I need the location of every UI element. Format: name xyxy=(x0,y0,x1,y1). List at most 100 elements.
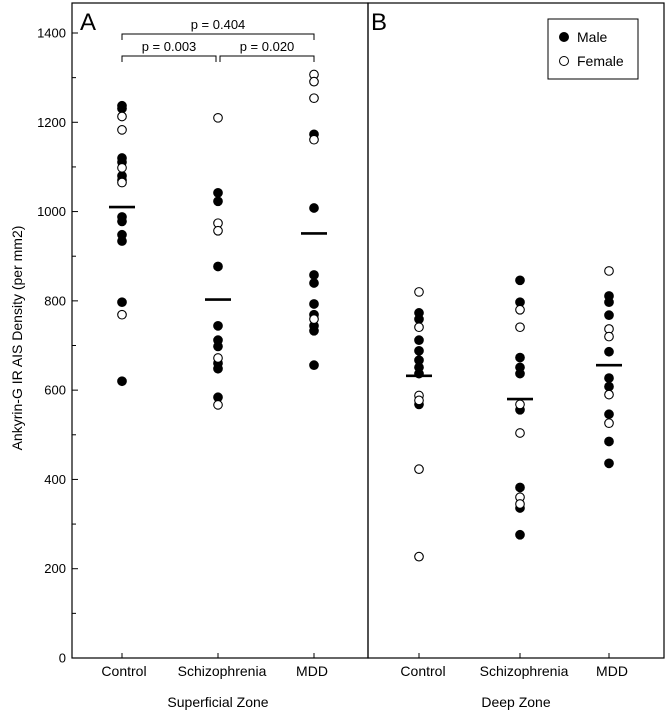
female-data-point xyxy=(414,395,424,406)
female-data-point xyxy=(515,499,525,509)
p-value-label: p = 0.020 xyxy=(240,39,295,54)
female-data-point xyxy=(414,464,424,475)
y-tick-label: 400 xyxy=(44,472,66,487)
male-data-point xyxy=(515,529,525,540)
panel-b-category-mdd: MDD xyxy=(596,663,628,679)
significance-bracket xyxy=(121,55,217,62)
y-tick-label: 0 xyxy=(59,651,66,666)
male-data-point xyxy=(414,368,424,379)
legend-box xyxy=(547,18,639,80)
y-tick-label: 600 xyxy=(44,383,66,398)
female-data-point xyxy=(515,304,525,315)
female-data-point xyxy=(309,76,319,87)
male-data-point xyxy=(604,458,614,469)
panel-a-frame xyxy=(71,2,369,659)
male-data-point xyxy=(117,376,127,387)
panel-b-letter: B xyxy=(371,9,387,36)
male-data-point xyxy=(213,187,223,198)
female-data-point xyxy=(414,287,424,297)
panel-a-marks: p = 0.003 p = 0.020 p = 0.404 xyxy=(109,17,327,658)
female-data-point xyxy=(117,111,127,122)
female-data-point xyxy=(515,428,525,438)
male-data-point xyxy=(515,368,525,379)
female-data-point xyxy=(309,134,319,145)
male-data-point xyxy=(309,360,319,370)
male-data-point xyxy=(414,314,424,325)
y-tick-label: 1200 xyxy=(37,115,66,130)
male-data-point xyxy=(309,325,319,336)
male-data-point xyxy=(604,373,614,383)
female-data-point xyxy=(117,177,127,188)
panel-a-category-schizophrenia: Schizophrenia xyxy=(178,663,267,679)
panel-b: B Control Schizophrenia MDD Deep Zone xyxy=(367,2,665,710)
female-data-point xyxy=(604,418,614,429)
male-data-point xyxy=(414,346,424,356)
male-data-point xyxy=(604,346,614,357)
male-data-point xyxy=(213,196,223,207)
female-data-point xyxy=(309,93,319,104)
legend-male-marker xyxy=(559,32,569,42)
male-data-point xyxy=(515,352,525,363)
female-data-point xyxy=(117,162,127,173)
female-data-point xyxy=(414,551,424,562)
female-data-point xyxy=(117,125,127,135)
legend: Male Female xyxy=(547,18,639,80)
panel-b-zone-label: Deep Zone xyxy=(481,694,550,710)
female-data-point xyxy=(117,309,127,320)
p-value-label: p = 0.404 xyxy=(191,17,246,32)
legend-male-label: Male xyxy=(577,29,608,45)
male-data-point xyxy=(515,275,525,286)
panel-a-category-mdd: MDD xyxy=(296,663,328,679)
male-data-point xyxy=(604,310,614,320)
panel-b-marks xyxy=(406,266,622,658)
male-data-point xyxy=(309,270,319,280)
y-tick-label: 800 xyxy=(44,293,66,308)
panel-a: A p = 0.003 p = 0.020 p = 0.404 Control Sc… xyxy=(71,2,369,710)
y-axis: 0 200 400 600 800 1000 1200 1400 xyxy=(37,26,78,666)
female-data-point xyxy=(515,399,525,410)
legend-female-label: Female xyxy=(577,53,624,69)
male-data-point xyxy=(604,381,614,392)
male-data-point xyxy=(309,299,319,309)
legend-female-marker xyxy=(559,56,569,66)
y-tick-label: 1000 xyxy=(37,204,66,219)
male-data-point xyxy=(213,321,223,331)
female-data-point xyxy=(604,266,614,276)
male-data-point xyxy=(309,203,319,213)
female-data-point xyxy=(414,322,424,333)
y-axis-label: Ankyrin-G IR AIS Density (per mm2) xyxy=(9,226,25,451)
female-data-point xyxy=(213,353,223,363)
male-data-point xyxy=(117,216,127,227)
male-data-point xyxy=(213,341,223,352)
male-data-point xyxy=(414,335,424,345)
female-data-point xyxy=(604,331,614,342)
panel-b-frame xyxy=(367,2,665,659)
male-data-point xyxy=(117,236,127,246)
male-data-point xyxy=(117,103,127,114)
p-value-label: p = 0.003 xyxy=(142,39,197,54)
panel-b-category-schizophrenia: Schizophrenia xyxy=(480,663,569,679)
female-data-point xyxy=(213,225,223,236)
female-data-point xyxy=(604,389,614,400)
female-data-point xyxy=(213,112,223,123)
female-data-point xyxy=(213,400,223,410)
significance-bracket xyxy=(219,55,315,62)
male-data-point xyxy=(213,363,223,374)
female-data-point xyxy=(515,322,525,333)
male-data-point xyxy=(604,436,614,447)
female-data-point xyxy=(309,314,319,325)
panel-b-category-control: Control xyxy=(400,663,445,679)
male-data-point xyxy=(213,261,223,272)
y-tick-label: 200 xyxy=(44,561,66,576)
significance-bracket xyxy=(121,33,315,40)
panel-a-zone-label: Superficial Zone xyxy=(167,694,268,710)
male-data-point xyxy=(604,297,614,308)
male-data-point xyxy=(515,482,525,493)
male-data-point xyxy=(604,409,614,420)
male-data-point xyxy=(117,297,127,308)
y-tick-label: 1400 xyxy=(37,26,66,41)
panel-a-letter: A xyxy=(80,9,96,36)
male-data-point xyxy=(309,278,319,288)
panel-a-category-control: Control xyxy=(101,663,146,679)
